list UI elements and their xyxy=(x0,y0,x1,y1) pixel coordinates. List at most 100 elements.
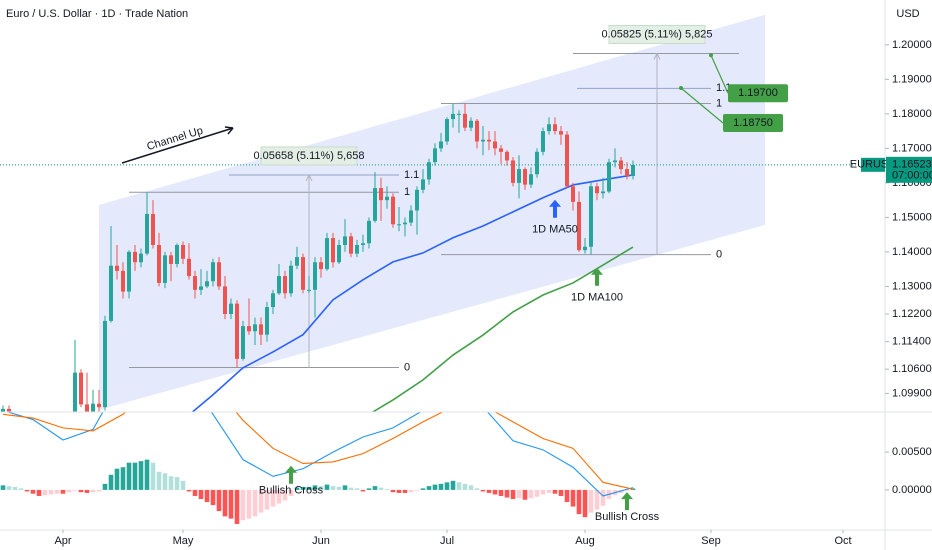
candle-body xyxy=(1,408,5,412)
histogram-bar xyxy=(90,489,96,493)
histogram-bar xyxy=(96,489,102,492)
histogram-bar xyxy=(150,462,156,490)
candle-body xyxy=(211,262,215,282)
candle-body xyxy=(175,244,179,264)
target-connector xyxy=(710,54,729,94)
histogram-bar xyxy=(6,486,12,490)
histogram-bar xyxy=(276,489,282,504)
x-tick-label: Oct xyxy=(834,535,851,547)
candle-body xyxy=(235,303,239,359)
candle-body xyxy=(439,141,443,149)
candle-body xyxy=(559,131,563,135)
histogram-bar xyxy=(48,489,54,495)
candle-body xyxy=(103,320,107,408)
candle-body xyxy=(553,124,557,132)
histogram-bar xyxy=(438,483,444,490)
histogram-bar xyxy=(234,489,240,524)
candle-body xyxy=(193,276,197,290)
histogram-bar xyxy=(528,489,534,499)
candle-body xyxy=(367,220,371,244)
histogram-bar xyxy=(366,488,372,490)
histogram-bar xyxy=(204,489,210,503)
histogram-bar xyxy=(132,462,138,490)
candle-body xyxy=(415,189,419,211)
candle-body xyxy=(427,162,431,180)
x-tick-label: Aug xyxy=(575,535,595,547)
histogram-bar xyxy=(222,489,228,517)
candle-body xyxy=(601,191,605,194)
candle-body xyxy=(481,139,485,142)
histogram-bar xyxy=(186,489,192,492)
candle-body xyxy=(301,257,305,290)
histogram-bar xyxy=(294,487,300,490)
candle-body xyxy=(523,169,527,185)
histogram-bar xyxy=(156,471,162,490)
candle-body xyxy=(79,372,83,405)
histogram-bar xyxy=(36,489,42,496)
histogram-bar xyxy=(198,489,204,499)
y-tick-label: 1.12200 xyxy=(892,308,932,320)
candle-body xyxy=(475,120,479,142)
candle-body xyxy=(319,262,323,270)
measure-arrowhead xyxy=(305,174,313,182)
moving-average xyxy=(191,174,634,412)
histogram-bar xyxy=(492,489,498,495)
histogram-bar xyxy=(300,486,306,490)
histogram-bar xyxy=(468,485,474,490)
x-tick-label: Apr xyxy=(54,535,71,547)
cross-arrow xyxy=(621,492,633,511)
histogram-bar xyxy=(270,489,276,507)
symbol-label: EURUSD xyxy=(850,159,897,171)
histogram-bar xyxy=(516,489,522,499)
histogram-bar xyxy=(114,468,120,490)
candle-body xyxy=(307,289,311,291)
cross-label: Bullish Cross xyxy=(259,485,324,497)
candle-body xyxy=(121,270,125,292)
candle-body xyxy=(541,131,545,152)
histogram-bar xyxy=(504,489,510,498)
candle-body xyxy=(349,236,353,254)
candle-body xyxy=(397,224,401,226)
candle-body xyxy=(487,139,491,142)
histogram-bar xyxy=(126,462,132,490)
candle-body xyxy=(445,119,449,142)
candle-body xyxy=(571,186,575,202)
histogram-bar xyxy=(576,489,582,515)
histogram-bar xyxy=(546,489,552,493)
histogram-bar xyxy=(360,489,366,492)
histogram-bar xyxy=(252,489,258,517)
candle-body xyxy=(199,286,203,290)
channel-arrow xyxy=(121,127,234,164)
candle-body xyxy=(289,265,293,294)
candle-body xyxy=(505,151,509,161)
candle-body xyxy=(205,281,209,287)
candle-body xyxy=(331,238,335,263)
candle-body xyxy=(229,303,233,315)
candle-body xyxy=(295,257,299,266)
candle-body xyxy=(613,160,617,163)
measure-level-label: 0 xyxy=(404,361,410,373)
chart-title: Euro / U.S. Dollar · 1D · Trade Nation xyxy=(6,8,188,20)
histogram-bar xyxy=(72,489,78,491)
candle-body xyxy=(535,151,539,175)
candle-body xyxy=(385,196,389,201)
cross-arrow xyxy=(285,465,297,484)
histogram-bar xyxy=(312,485,318,490)
candle-body xyxy=(259,324,263,335)
measure-level-label: 1 xyxy=(716,97,722,109)
histogram-bar xyxy=(378,487,384,490)
y-tick-label: 1.18000 xyxy=(892,108,932,120)
candle-body xyxy=(283,276,287,294)
histogram-bar xyxy=(324,484,330,490)
histogram-bar xyxy=(282,489,288,501)
candle-body xyxy=(277,276,281,294)
histogram-bar xyxy=(402,489,408,493)
candle-body xyxy=(145,213,149,254)
histogram-bar xyxy=(30,489,36,494)
y-tick-label: 1.14000 xyxy=(892,246,932,258)
candle-body xyxy=(97,403,101,408)
histogram-bar xyxy=(168,476,174,490)
candle-body xyxy=(565,134,569,187)
histogram-bar xyxy=(570,489,576,507)
